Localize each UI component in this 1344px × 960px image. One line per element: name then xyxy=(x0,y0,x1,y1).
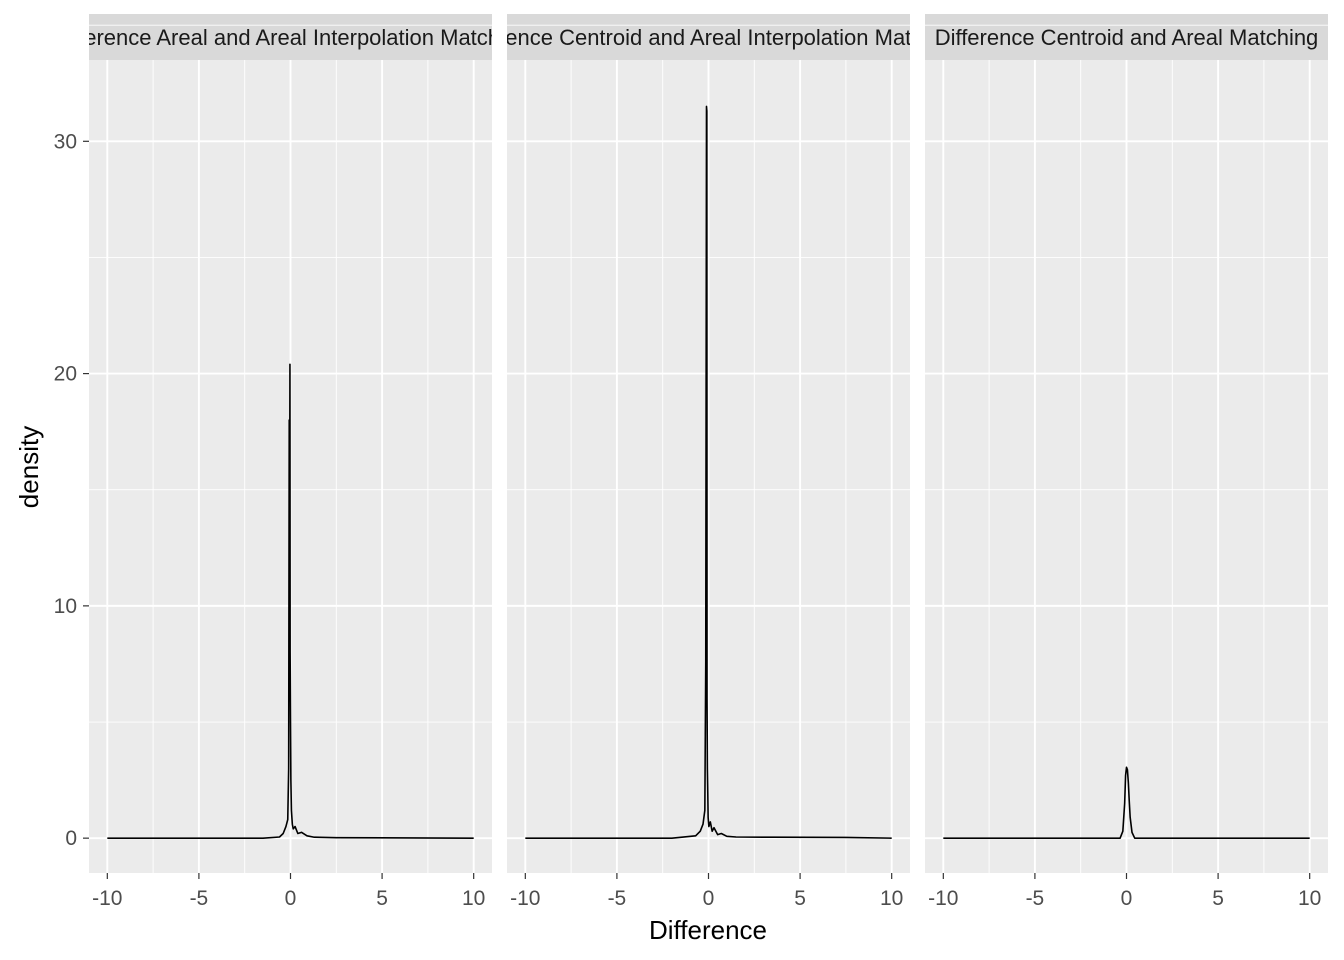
x-tick-label: 0 xyxy=(1121,887,1133,910)
x-tick-label: -5 xyxy=(608,887,627,910)
facet-strip-label: Difference Areal and Areal Interpolation… xyxy=(52,25,530,50)
x-tick-label: 10 xyxy=(880,887,903,910)
y-axis-title: density xyxy=(14,426,44,508)
x-tick-label: 5 xyxy=(376,887,388,910)
x-tick-label: 10 xyxy=(462,887,485,910)
x-axis-title: Difference xyxy=(649,915,767,945)
facet-strip-label: Difference Centroid and Areal Interpolat… xyxy=(453,25,964,50)
density-line xyxy=(107,363,474,839)
panels-layer: Difference Areal and Areal Interpolation… xyxy=(52,14,1328,910)
x-tick-label: 0 xyxy=(703,887,715,910)
facet-strip xyxy=(89,14,492,60)
x-tick-label: -10 xyxy=(928,887,958,910)
x-tick-label: -5 xyxy=(190,887,209,910)
y-tick-label: 10 xyxy=(54,595,77,618)
x-tick-label: -10 xyxy=(92,887,122,910)
facet-panel: Difference Centroid and Areal Matching -1… xyxy=(925,14,1328,910)
density-line xyxy=(943,766,1310,839)
facet-strip-label: Difference Centroid and Areal Matching xyxy=(935,25,1319,50)
facet-strip xyxy=(507,14,910,60)
y-tick-label: 20 xyxy=(54,363,77,386)
x-tick-label: 5 xyxy=(794,887,806,910)
facet-panel: Difference Centroid and Areal Interpolat… xyxy=(453,14,964,910)
facet-strip xyxy=(925,14,1328,60)
y-axis: 0 10 20 30 xyxy=(54,130,89,850)
facet-panel: Difference Areal and Areal Interpolation… xyxy=(52,14,530,910)
x-tick-label: 5 xyxy=(1212,887,1224,910)
x-tick-label: -10 xyxy=(510,887,540,910)
x-tick-label: 0 xyxy=(285,887,297,910)
y-tick-label: 30 xyxy=(54,130,77,153)
x-tick-label: 10 xyxy=(1298,887,1321,910)
x-tick-label: -5 xyxy=(1026,887,1045,910)
y-tick-label: 0 xyxy=(65,827,77,850)
density-line xyxy=(525,105,892,839)
